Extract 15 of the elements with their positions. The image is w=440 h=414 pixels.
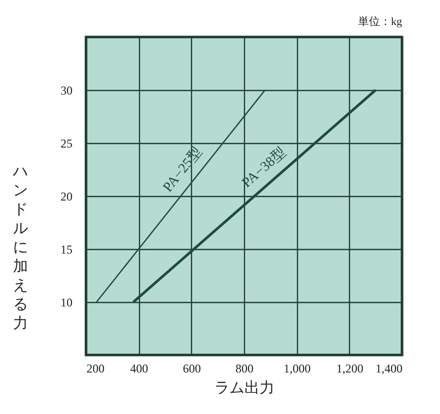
x-tick-label: 200 <box>86 362 104 376</box>
x-tick-label: 1,400 <box>376 362 402 376</box>
x-axis-title: ラム出力 <box>214 380 274 396</box>
y-tick-label: 30 <box>60 84 72 98</box>
x-tick-label: 400 <box>130 362 148 376</box>
text: 単位：kg <box>358 16 402 28</box>
y-tick-label: 15 <box>60 242 72 256</box>
y-tick-label: 20 <box>60 190 72 204</box>
x-tick-label: 1,200 <box>336 362 364 376</box>
x-tick-label: 800 <box>236 362 254 376</box>
x-tick-label: 1,000 <box>284 362 311 376</box>
x-tick-label: 600 <box>182 362 201 376</box>
y-tick-label: 25 <box>60 136 72 150</box>
y-tick-label: 10 <box>60 296 72 310</box>
text: ハンドルに加える力 <box>13 164 28 332</box>
